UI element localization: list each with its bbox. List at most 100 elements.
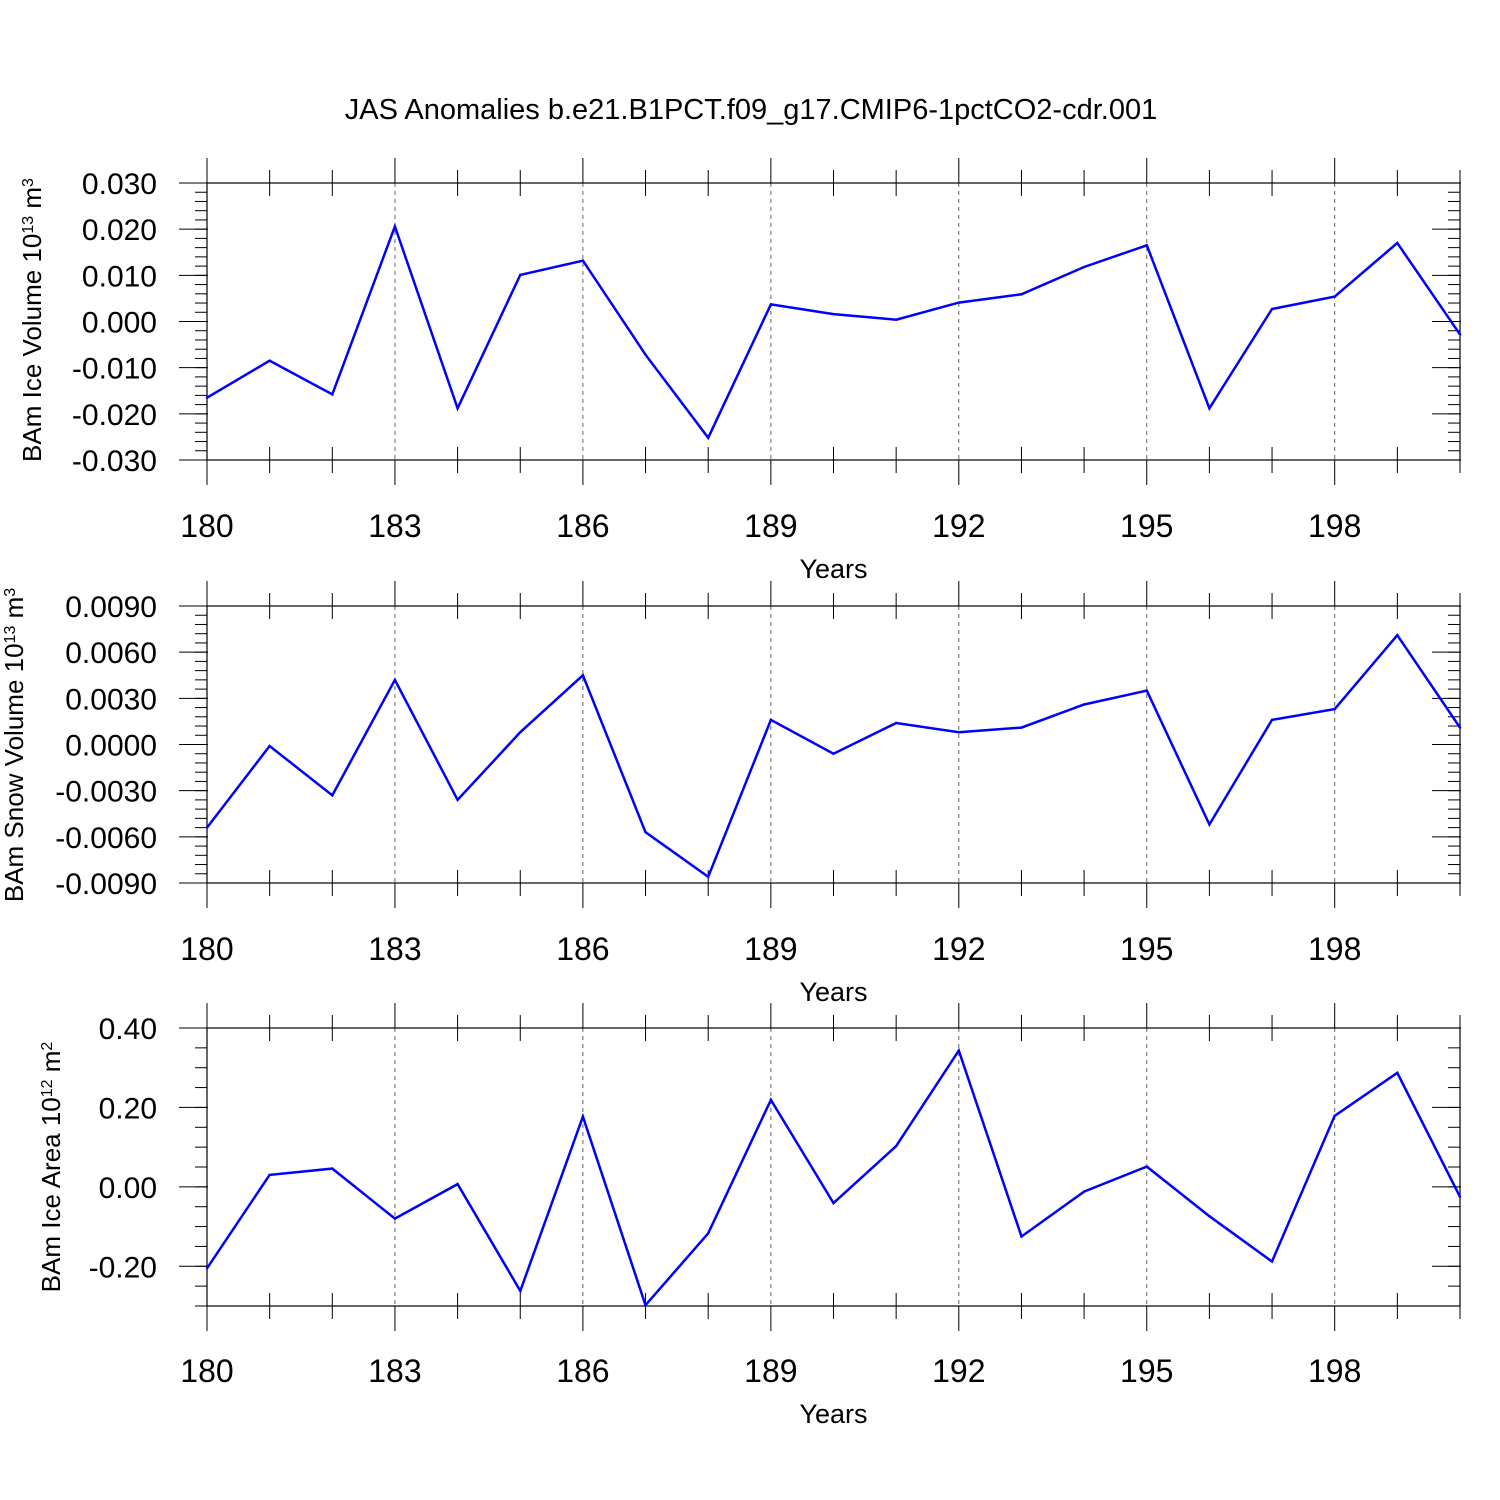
data-point [769,303,773,306]
data-point [769,1098,773,1102]
panels: 0.030 0.020 0.010 0.000 -0.010 -0.020 -0.030 18… [0,158,1462,1429]
data-point [894,318,898,321]
data-point [1082,1190,1086,1193]
x-tick-label: 192 [932,931,985,967]
data-point [1270,307,1274,311]
data-point [268,1173,271,1177]
x-tick-label: 198 [1308,931,1361,967]
data-point [581,1115,585,1118]
data-point [393,1217,397,1220]
data-point [581,259,585,262]
data-point [832,312,835,316]
y-tick-label: -0.0060 [55,822,157,855]
x-tick-label: 189 [744,1353,797,1389]
x-tick-label: 192 [932,508,985,544]
data-point [957,730,960,734]
data-point [1396,241,1399,245]
y-axis-label-unit-exp: 3 [20,178,37,187]
data-point [644,353,647,356]
y-tick-label: -0.0030 [55,776,157,809]
data-point [268,744,271,748]
data-point [957,1049,960,1052]
data-point [331,794,334,797]
x-tick-label: 195 [1120,508,1173,544]
data-point [1396,634,1399,637]
y-tick-label: 0.20 [99,1092,157,1125]
data-point [581,674,585,677]
y-tick-label: 0.40 [99,1013,157,1046]
y-tick-label: 0.0030 [65,683,157,716]
x-axis-label: Years [799,554,867,584]
y-axis-label-exp: 13 [20,216,37,234]
y-tick-label: 0.0090 [65,591,157,624]
data-point [393,225,397,228]
data-point [644,831,647,834]
x-axis-label: Years [799,1399,867,1429]
data-point [1145,1165,1148,1168]
x-tick-label: 189 [744,931,797,967]
data-point [268,359,271,362]
data-point [456,407,459,410]
y-axis-label: BAm Ice Volume 1013 m3 [17,178,47,462]
x-tick-label: 183 [368,931,421,967]
x-tick-label: 198 [1308,1353,1361,1389]
data-point [832,1201,835,1205]
x-tick-label: 186 [556,931,609,967]
data-point [1082,703,1086,706]
data-point [707,436,710,440]
x-tick-label: 198 [1308,508,1361,544]
y-tick-label: -0.0090 [55,868,157,901]
x-tick-label: 186 [556,508,609,544]
data-point [894,721,898,725]
data-point [1396,1071,1399,1075]
x-tick-label: 195 [1120,931,1173,967]
y-tick-label: 0.020 [82,214,157,247]
data-point [832,752,835,755]
data-point [1208,823,1211,826]
x-tick-label: 186 [556,1353,609,1389]
y-axis-label-unit: m [36,1051,66,1080]
chart-title: JAS Anomalies b.e21.B1PCT.f09_g17.CMIP6-… [345,94,1157,126]
y-axis-label-unit: m [0,597,29,626]
data-point [957,301,960,304]
x-tick-label: 189 [744,508,797,544]
y-axis-label-unit-exp: 2 [39,1042,56,1051]
x-tick-label: 180 [180,508,233,544]
data-point [205,826,209,829]
data-point [393,678,397,682]
data-point [1458,333,1462,336]
x-tick-label: 180 [180,1353,233,1389]
y-tick-label: 0.010 [82,260,157,293]
y-axis-label-base: BAm Ice Volume 10 [17,234,47,462]
y-axis-label-exp: 12 [39,1079,56,1097]
data-point [1208,407,1211,410]
data-point [1145,689,1148,692]
y-axis-label-unit: m [17,187,47,216]
x-tick-label: 192 [932,1353,985,1389]
panel-3: 0.40 0.20 0.00 -0.20 180 183 186 189 192 195 198 Ye… [36,1003,1462,1429]
panel-2: 0.0090 0.0060 0.0030 0.0000 -0.0030 -0.0060 -0… [0,581,1462,1007]
x-tick-label: 183 [368,508,421,544]
data-point [331,393,334,396]
y-tick-label: 0.0000 [65,730,157,763]
data-point [894,1144,898,1148]
data-point [1208,1215,1211,1218]
data-point [769,718,773,722]
data-point [519,730,522,734]
y-axis-label-unit-exp: 3 [2,588,19,597]
y-axis-label-base: BAm Ice Area 10 [36,1097,66,1292]
data-point [644,1304,647,1307]
x-tick-label: 180 [180,931,233,967]
x-axis-label: Years [799,977,867,1007]
x-tick-label: 183 [368,1353,421,1389]
data-point [331,1167,334,1170]
data-point [1020,1235,1023,1238]
y-axis-label: BAm Ice Area 1012 m2 [36,1042,66,1293]
y-axis-label-exp: 13 [2,626,19,644]
data-point [1270,718,1274,722]
x-tick-label: 195 [1120,1353,1173,1389]
data-point [707,1232,710,1235]
data-point [456,1182,459,1186]
data-point [456,798,459,802]
